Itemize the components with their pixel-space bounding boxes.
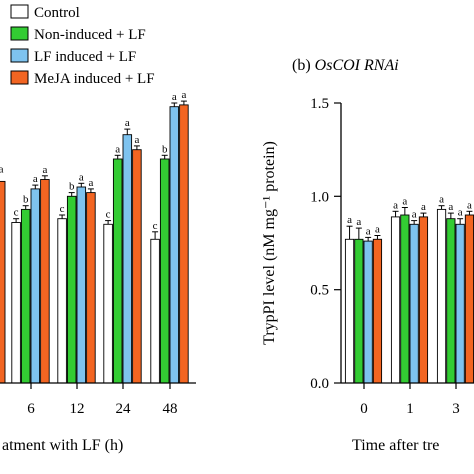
bar-left-6h-lf-induced <box>30 188 41 384</box>
left-x-tick-label-12: 12 <box>70 401 85 417</box>
sig-letter-left-48h-lf-induced: a <box>172 91 177 103</box>
sig-letter-left-24h-non-induced: a <box>115 143 120 155</box>
sig-letter-right-1-control: a <box>393 199 398 211</box>
sig-letter-left-24h-lf-induced: a <box>125 117 130 129</box>
legend-label-control: Control <box>34 5 80 21</box>
legend-swatch-non-induced <box>10 26 29 41</box>
bar-left-24h-non-induced <box>112 158 123 384</box>
bar-left-48h-control <box>150 238 160 384</box>
sig-letter-right-0-lf-induced: a <box>366 225 371 237</box>
right-x-axis-label: Time after tre <box>352 437 439 454</box>
left-x-tick-label-24: 24 <box>116 401 132 417</box>
legend-item-lf-induced: LF induced + LF <box>10 48 136 65</box>
sig-letter-left-48h-non-induced: b <box>162 143 168 155</box>
bar-left-24h-lf-induced <box>122 134 133 384</box>
legend-item-control: Control <box>10 4 80 21</box>
right-panel-title: (b) OsCOI RNAi <box>292 57 399 74</box>
right-panel-title-prefix: (b) <box>292 57 315 74</box>
legend-swatch-lf-induced <box>10 48 29 63</box>
legend-swatch-control <box>10 4 29 19</box>
sig-letter-right-0-control: a <box>347 214 352 226</box>
bar-left-12h-control <box>57 218 67 384</box>
sig-letter-left-cutoff: a <box>0 163 4 175</box>
sig-letter-right-1-non-induced: a <box>402 196 407 208</box>
bar-left-48h-non-induced <box>159 158 170 384</box>
bar-right-0-lf-induced <box>363 240 373 384</box>
sig-letter-right-1-meja-induced: a <box>421 201 426 213</box>
bar-left-48h-lf-induced <box>169 106 180 384</box>
sig-letter-left-12h-lf-induced: a <box>79 171 84 183</box>
bar-left-24h-control <box>103 223 113 384</box>
bar-left-48h-meja-induced <box>179 104 189 384</box>
bar-right-1-non-induced <box>400 214 410 384</box>
sig-letter-left-48h-meja-induced: a <box>181 89 186 101</box>
right-x-tick-label-1: 1 <box>406 401 414 417</box>
right-y-tick-label-1.0: 1.0 <box>310 189 329 205</box>
right-y-tick-label-1.5: 1.5 <box>310 96 329 112</box>
right-panel-title-italic: OsCOI RNAi <box>315 57 399 74</box>
sig-letter-left-12h-control: c <box>60 203 65 215</box>
bar-left-6h-non-induced <box>20 208 31 384</box>
sig-letter-left-24h-control: c <box>106 209 111 221</box>
left-x-axis-label: atment with LF (h) <box>2 437 123 454</box>
bar-right-0-meja-induced <box>372 238 383 384</box>
sig-letter-right-0-non-induced: a <box>356 216 361 228</box>
bar-left-12h-meja-induced <box>86 192 96 384</box>
bar-left-12h-lf-induced <box>76 186 87 384</box>
bar-right-3-non-induced <box>446 218 456 384</box>
right-x-ticks: 0 1 3 <box>360 383 460 417</box>
sig-letter-right-3-lf-induced: a <box>458 207 463 219</box>
legend-label-meja-induced: MeJA induced + LF <box>34 71 155 87</box>
right-y-tick-label-0.0: 0.0 <box>310 376 329 392</box>
legend: Control Non-induced + LF LF induced + LF… <box>10 4 155 87</box>
bar-right-0-non-induced <box>354 238 364 384</box>
legend-swatch-meja-induced <box>10 70 29 85</box>
left-x-ticks: 6 12 24 48 <box>27 383 178 417</box>
sig-letter-right-1-lf-induced: a <box>412 209 417 221</box>
bar-right-0-control <box>344 238 355 384</box>
bar-left-24h-meja-induced <box>132 149 142 384</box>
bar-left-12h-non-induced <box>66 195 77 384</box>
right-y-tick-label-0.5: 0.5 <box>310 283 329 299</box>
legend-label-lf-induced: LF induced + LF <box>34 49 136 65</box>
sig-letter-right-3-non-induced: a <box>448 201 453 213</box>
sig-letter-right-3-meja-induced: a <box>467 199 472 211</box>
bar-right-3-meja-induced <box>464 214 474 384</box>
bar-right-1-lf-induced <box>409 223 419 384</box>
sig-letter-left-12h-meja-induced: a <box>88 177 93 189</box>
sig-letter-left-48h-control: c <box>153 220 158 232</box>
sig-letter-left-12h-non-induced: b <box>69 181 75 193</box>
sig-letter-left-6h-meja-induced: a <box>42 164 47 176</box>
bar-right-3-lf-induced <box>455 223 465 384</box>
sig-letter-right-3-control: a <box>439 194 444 206</box>
legend-label-non-induced: Non-induced + LF <box>34 27 146 43</box>
left-x-tick-label-48: 48 <box>163 401 178 417</box>
right-y-ticks: 0.0 0.5 1.0 1.5 <box>310 96 341 392</box>
bar-left-6h-control <box>11 222 21 384</box>
right-x-tick-label-3: 3 <box>452 401 460 417</box>
sig-letter-left-24h-meja-induced: a <box>134 134 139 146</box>
right-y-axis-label: TrypPI level (nM mg⁻¹ protein) <box>261 141 278 345</box>
right-x-tick-label-0: 0 <box>360 401 368 417</box>
bar-left-cutoff-meja-induced <box>0 180 6 384</box>
bar-right-3-control <box>436 208 447 384</box>
bar-left-6h-meja-induced <box>40 179 50 384</box>
bar-right-1-meja-induced <box>418 216 429 384</box>
legend-item-meja-induced: MeJA induced + LF <box>10 70 155 87</box>
sig-letter-right-0-meja-induced: a <box>375 224 380 236</box>
bar-right-1-control <box>390 216 401 384</box>
left-x-tick-label-6: 6 <box>27 401 35 417</box>
legend-item-non-induced: Non-induced + LF <box>10 26 146 43</box>
sig-letter-left-6h-control: c <box>14 207 19 219</box>
sig-letter-left-6h-lf-induced: a <box>33 173 38 185</box>
sig-letter-left-6h-non-induced: b <box>23 194 29 206</box>
